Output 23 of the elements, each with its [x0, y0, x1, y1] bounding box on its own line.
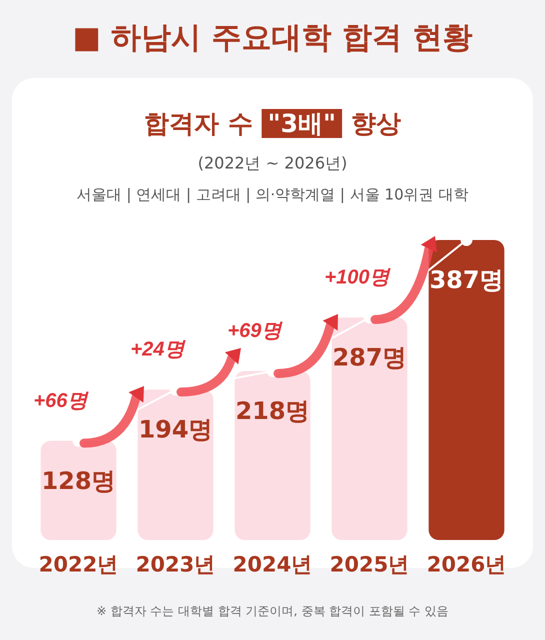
text: (2022년 ~ 2026년) — [198, 154, 348, 172]
data-label: 218명 — [235, 397, 310, 426]
x-tick-label: 2022년 — [38, 552, 118, 576]
annotation: +66명 — [34, 390, 90, 412]
bar — [138, 390, 214, 540]
data-label: 194명 — [138, 416, 213, 444]
data-label: 287명 — [332, 344, 407, 372]
x-tick-label: 2023년 — [136, 552, 216, 576]
x-tick-label: 2025년 — [330, 552, 410, 576]
x-tick-label: 2026년 — [426, 552, 506, 576]
bar — [428, 240, 504, 540]
chart-title: ■ 하남시 주요대학 합격 현황 — [72, 20, 473, 56]
data-label: 128명 — [41, 466, 116, 495]
annotation: +24명 — [130, 338, 186, 361]
chart-subtitle: 합격자 수 "3배" 향상 — [144, 109, 401, 138]
x-tick-label: 2024년 — [232, 552, 312, 576]
annotation: +100명 — [324, 266, 392, 289]
data-label: 387명 — [429, 266, 504, 294]
bar — [234, 371, 310, 540]
annotation: +69명 — [228, 320, 284, 342]
text: ※ 합격자 수는 대학별 합격 기준이며, 중복 합격이 포함될 수 있음 — [96, 604, 449, 618]
bar — [332, 318, 408, 540]
text: 서울대 | 연세대 | 고려대 | 의·약학계열 | 서울 10위권 대학 — [76, 186, 468, 204]
